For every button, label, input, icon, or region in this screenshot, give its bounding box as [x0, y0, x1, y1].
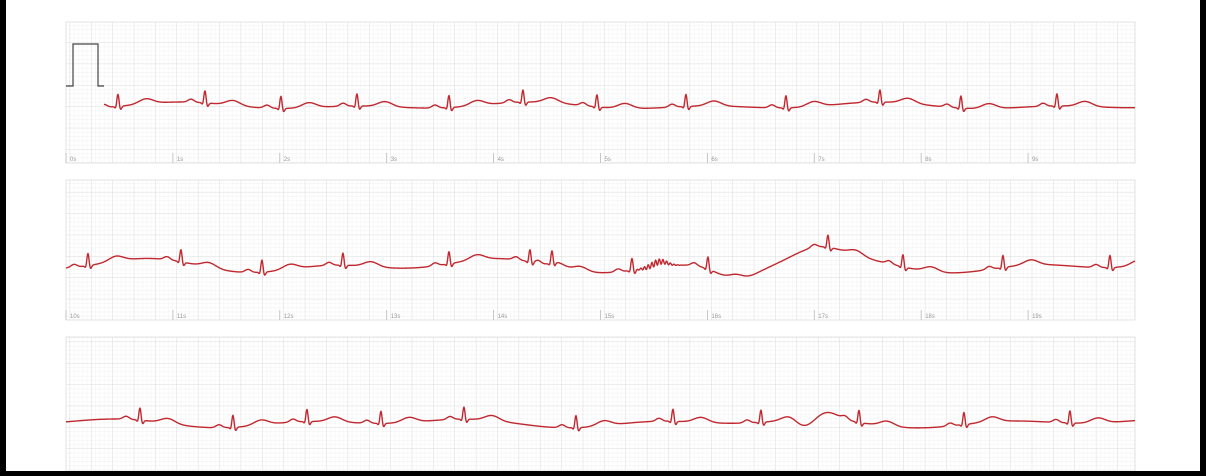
second-label: 15s — [605, 314, 615, 320]
second-label: 13s — [391, 314, 401, 320]
ecg-canvas: 0s 1s 2s 3s 4s 5s 6s 7s 8s 9s 10s 11s 12s 13s 14s 15s 16… — [65, 21, 1136, 476]
ecg-trace — [65, 406, 1136, 432]
second-label: 0s — [70, 157, 76, 163]
second-label: 1s — [177, 157, 183, 163]
ecg-grid — [65, 21, 1136, 164]
second-label: 6s — [711, 157, 717, 163]
ecg-trace — [103, 89, 1136, 113]
second-label: 7s — [818, 157, 824, 163]
second-label: 10s — [70, 314, 80, 320]
second-label: 5s — [605, 157, 611, 163]
ecg-trace — [65, 234, 1136, 277]
ecg-page: 0s 1s 2s 3s 4s 5s 6s 7s 8s 9s 10s 11s 12s 13s 14s 15s 16… — [6, 0, 1200, 476]
second-label: 9s — [1032, 157, 1038, 163]
second-label: 19s — [1032, 314, 1042, 320]
second-label: 3s — [391, 157, 397, 163]
second-label: 12s — [284, 314, 294, 320]
calibration-pulse — [66, 43, 104, 87]
ecg-grid — [65, 179, 1136, 321]
second-label: 14s — [498, 314, 508, 320]
second-label: 4s — [498, 157, 504, 163]
ecg-grid — [65, 336, 1136, 476]
second-label: 17s — [818, 314, 828, 320]
second-label: 8s — [925, 157, 931, 163]
second-label: 18s — [925, 314, 935, 320]
second-label: 2s — [284, 157, 290, 163]
second-label: 16s — [711, 314, 721, 320]
second-label: 11s — [177, 314, 186, 320]
